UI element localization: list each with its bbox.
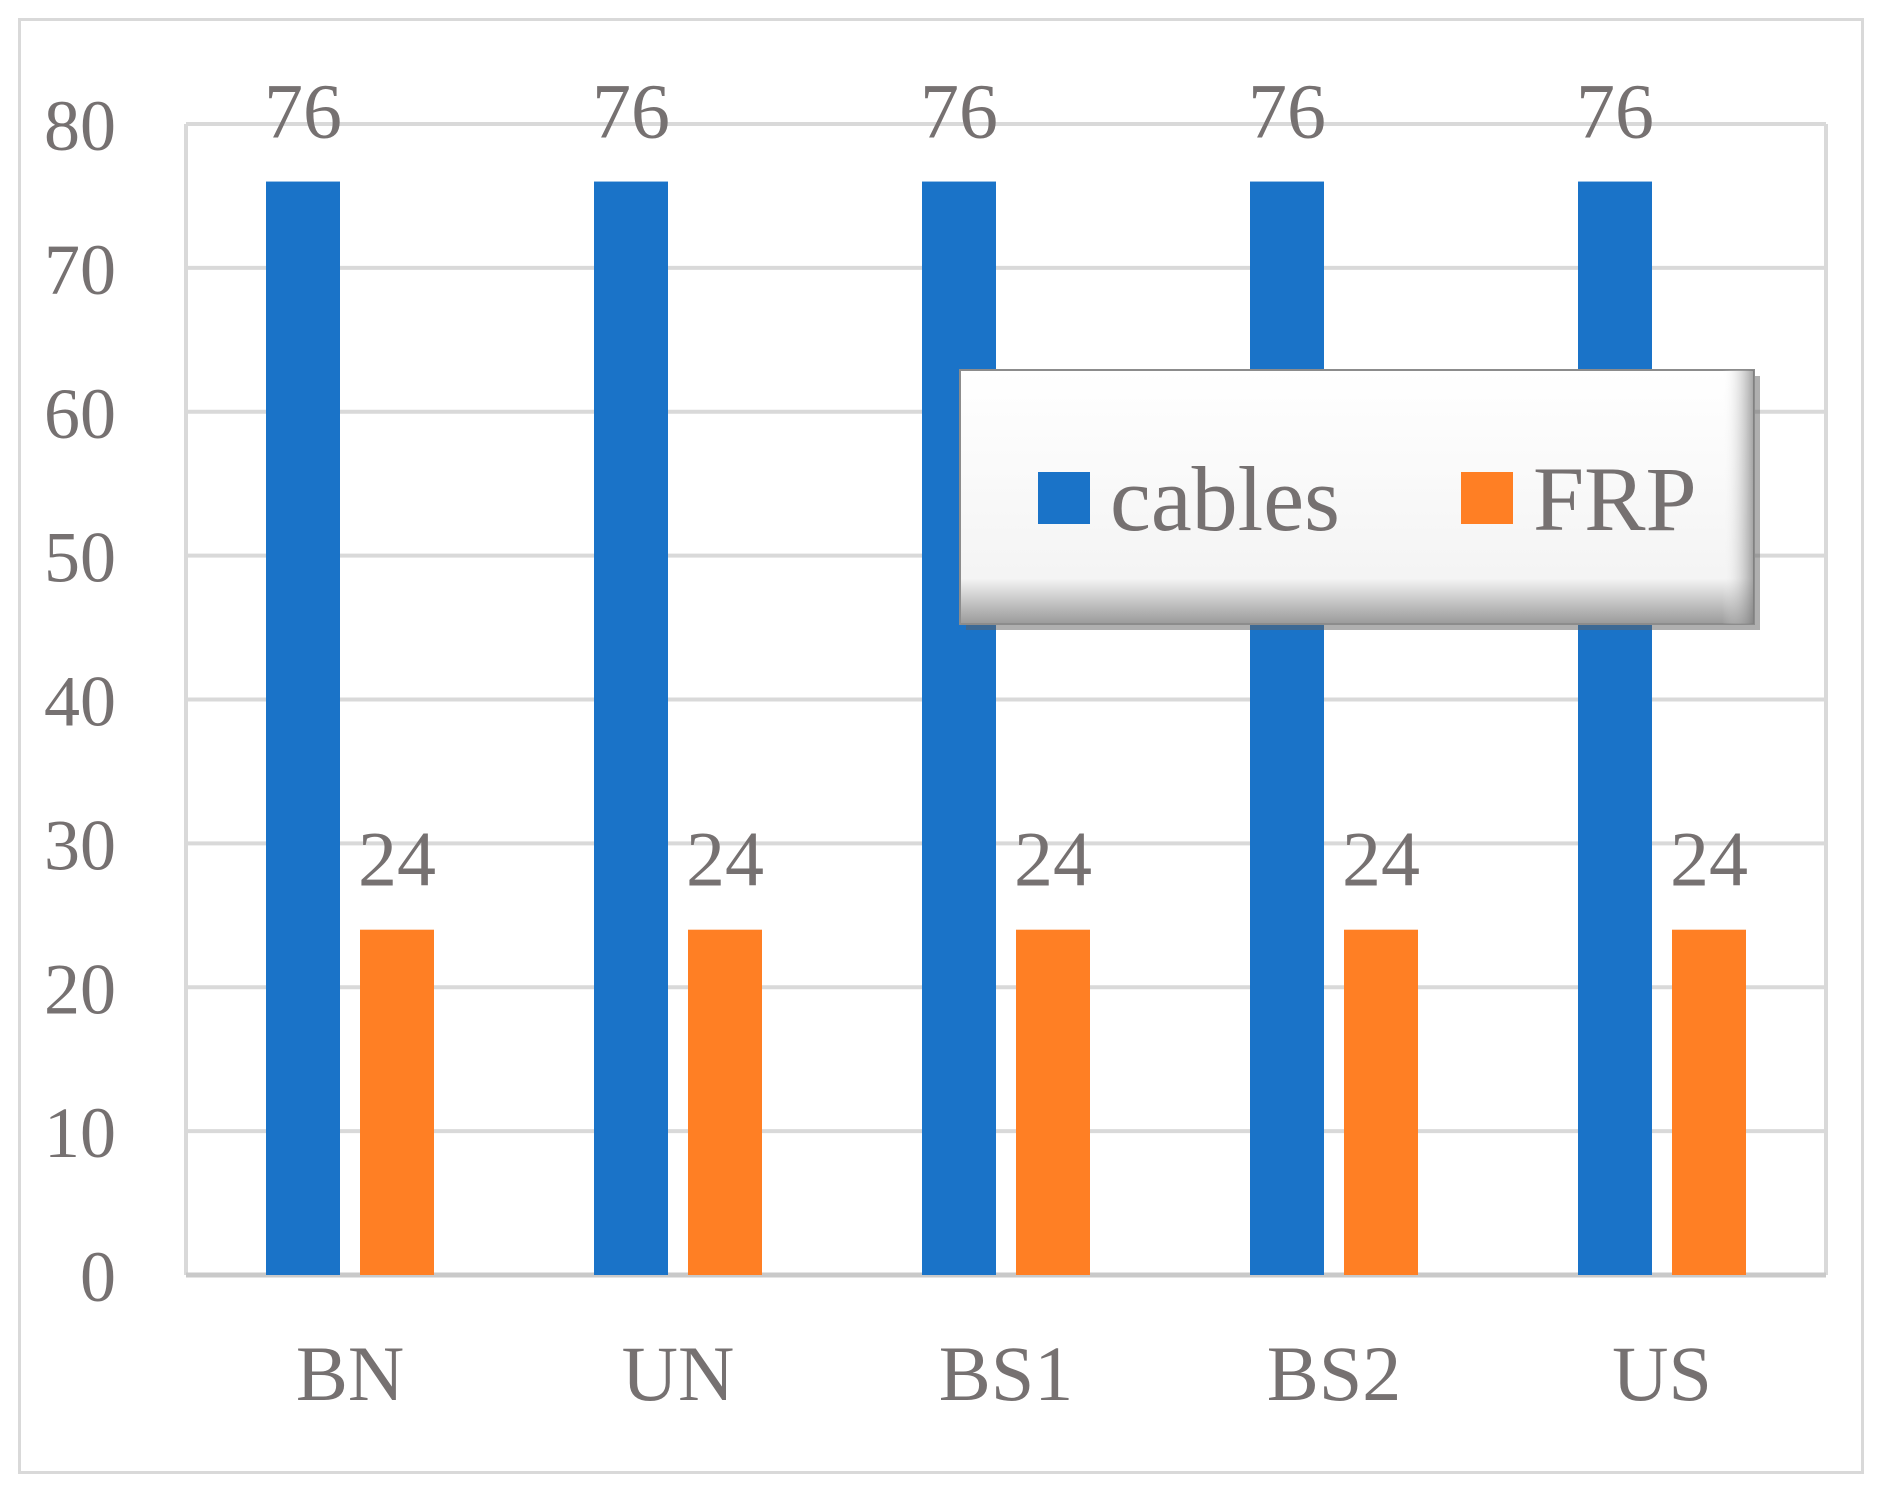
bar-cables-bs2	[1250, 181, 1324, 1275]
data-label: 76	[1576, 68, 1654, 155]
bar-frp-bn	[360, 929, 434, 1275]
data-label: 24	[1670, 816, 1748, 903]
x-tick-label: US	[1612, 1330, 1712, 1417]
y-tick-label: 40	[44, 662, 116, 742]
y-tick-label: 50	[44, 518, 116, 598]
legend-swatch-cables	[1038, 472, 1090, 524]
data-label: 76	[1248, 68, 1326, 155]
y-tick-label: 60	[44, 374, 116, 454]
data-label: 76	[264, 68, 342, 155]
legend-swatch-frp	[1461, 472, 1513, 524]
bar-cables-bn	[266, 181, 340, 1275]
bar-frp-us	[1672, 929, 1746, 1275]
x-tick-label: BS1	[939, 1330, 1073, 1417]
y-tick-label: 10	[44, 1093, 116, 1173]
y-tick-label: 80	[44, 86, 116, 166]
bar-frp-bs2	[1344, 929, 1418, 1275]
x-axis-ticks: BN UN BS1 BS2 US	[296, 1330, 1712, 1417]
legend-bevel	[960, 370, 1754, 624]
bar-cables-un	[594, 181, 668, 1275]
bars	[266, 181, 1746, 1275]
data-label: 24	[1342, 816, 1420, 903]
bar-cables-bs1	[922, 181, 996, 1275]
x-tick-label: BS2	[1267, 1330, 1401, 1417]
y-tick-label: 0	[80, 1237, 116, 1317]
bar-frp-bs1	[1016, 929, 1090, 1275]
bar-frp-un	[688, 929, 762, 1275]
legend-label-cables: cables	[1110, 448, 1340, 550]
x-tick-label: BN	[296, 1330, 404, 1417]
y-tick-label: 30	[44, 805, 116, 885]
data-label: 24	[686, 816, 764, 903]
data-label: 76	[592, 68, 670, 155]
y-axis-ticks: 0 10 20 30 40 50 60 70 80	[44, 86, 116, 1317]
legend-label-frp: FRP	[1533, 448, 1697, 550]
data-labels: 76 24 76 24 76 24 76 24 76 24	[264, 68, 1748, 903]
data-label: 76	[920, 68, 998, 155]
bar-cables-us	[1578, 181, 1652, 1275]
data-label: 24	[1014, 816, 1092, 903]
x-tick-label: UN	[622, 1330, 735, 1417]
y-tick-label: 70	[44, 230, 116, 310]
data-label: 24	[358, 816, 436, 903]
y-tick-label: 20	[44, 949, 116, 1029]
legend: cables FRP	[959, 369, 1760, 630]
